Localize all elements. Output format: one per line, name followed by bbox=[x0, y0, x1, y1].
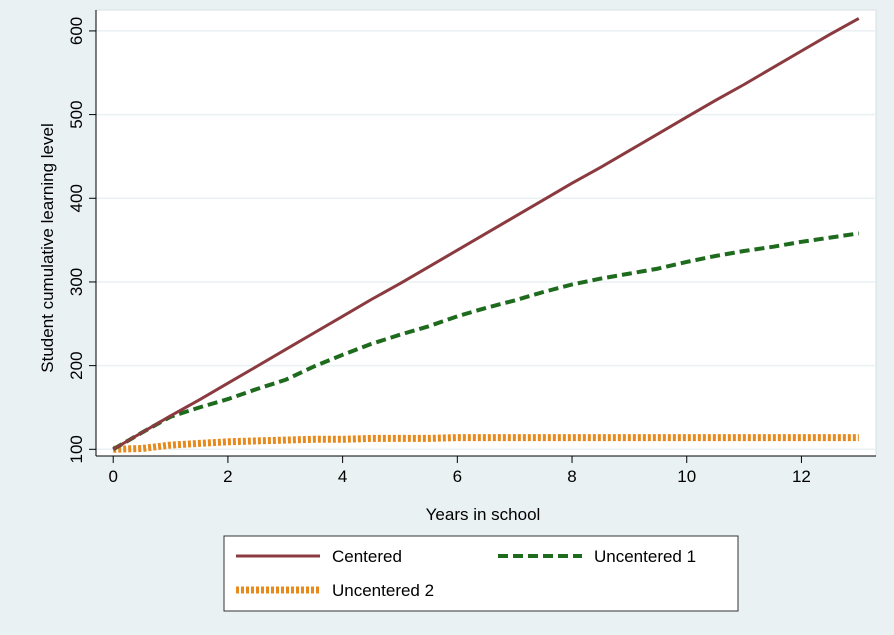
y-axis-label: Student cumulative learning level bbox=[38, 123, 57, 372]
x-tick-label: 8 bbox=[567, 467, 576, 486]
y-tick-label: 300 bbox=[67, 268, 86, 296]
series-line-centered bbox=[112, 17, 860, 451]
x-tick-label: 12 bbox=[792, 467, 811, 486]
x-tick-label: 0 bbox=[108, 467, 117, 486]
legend-label: Uncentered 1 bbox=[594, 547, 696, 566]
y-tick-label: 500 bbox=[67, 100, 86, 128]
series-line-uncentered-1 bbox=[112, 231, 860, 452]
legend-label: Centered bbox=[332, 547, 402, 566]
legend-box bbox=[223, 535, 739, 612]
series-lines bbox=[112, 17, 860, 453]
x-tick-label: 2 bbox=[223, 467, 232, 486]
y-tick-label: 200 bbox=[67, 351, 86, 379]
gridlines bbox=[96, 30, 876, 451]
y-tick-label: 400 bbox=[67, 184, 86, 212]
x-axis-label: Years in school bbox=[426, 505, 541, 524]
legend: Centered Uncentered 1 Uncentered 2 bbox=[223, 535, 739, 612]
y-tick-label: 600 bbox=[67, 17, 86, 45]
axes bbox=[89, 10, 876, 463]
y-tick-label: 100 bbox=[67, 435, 86, 463]
x-tick-labels: 0 2 4 6 8 10 12 bbox=[108, 467, 810, 486]
y-tick-labels: 100 200 300 400 500 600 bbox=[67, 17, 86, 464]
x-tick-label: 10 bbox=[677, 467, 696, 486]
series-line-uncentered-2 bbox=[113, 434, 859, 453]
x-tick-label: 4 bbox=[338, 467, 347, 486]
x-tick-label: 6 bbox=[453, 467, 462, 486]
legend-label: Uncentered 2 bbox=[332, 581, 434, 600]
